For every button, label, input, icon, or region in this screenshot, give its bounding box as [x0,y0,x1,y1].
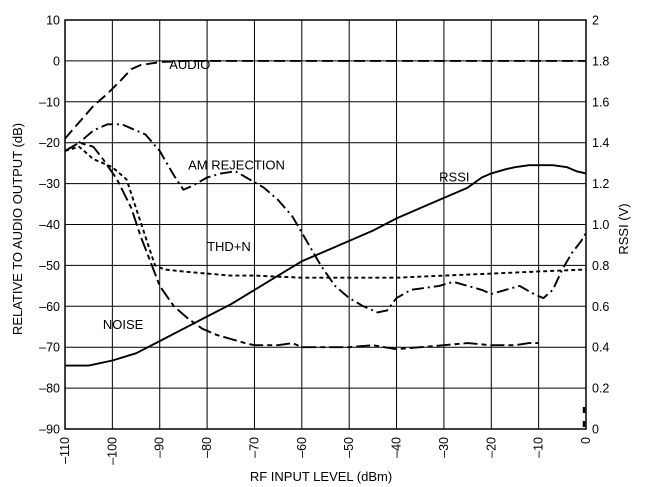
y-tick-label: –10 [39,95,60,109]
series-line-rssi [65,164,587,367]
y2-axis-ticks: 2 1.8 1.6 1.4 1.2 1.0 0.8 0.6 0.4 0.2 0 [592,14,609,437]
y2-tick-label: 1.6 [592,95,609,109]
y2-tick-label: 1.0 [592,218,609,232]
y2-tick-label: 0.6 [592,300,609,314]
x-axis-ticks: –110 –100 –90 –80 –70 –60 –50 –40 –30 –20 –10 0 [58,437,593,465]
series-line-noise [64,141,539,351]
y-tick-label: –40 [39,218,60,232]
y-tick-label: –80 [39,382,60,396]
y-tick-label: –30 [39,177,60,191]
y-tick-label: –60 [39,300,60,314]
x-tick-label: –50 [342,437,356,458]
series-lines [64,59,587,427]
y2-tick-label: 0.8 [592,259,609,273]
y2-axis-label: RSSI (V) [616,203,631,254]
y-tick-label: –90 [39,423,60,437]
series-label-am-rejection: AM REJECTION [188,157,285,172]
x-tick-label: –10 [532,437,546,458]
series-label-rssi: RSSI [439,170,469,185]
y-tick-label: –70 [39,341,60,355]
x-tick-label: –110 [58,437,72,464]
x-tick-label: –70 [247,437,261,458]
y2-tick-label: 0.4 [592,341,609,355]
y2-tick-label: 2 [592,14,599,28]
x-tick-label: –40 [390,437,404,458]
x-tick-label: –20 [484,437,498,458]
x-tick-label: –80 [200,437,214,458]
series-label-audio: AUDIO [169,57,210,72]
plot-frame [64,19,587,430]
x-tick-label: –90 [153,437,167,458]
y-tick-label: 10 [46,14,60,28]
x-axis-label: RF INPUT LEVEL (dBm) [250,469,392,484]
y2-tick-label: 0.2 [592,382,609,396]
y2-tick-label: 1.8 [592,54,609,68]
plot-border [64,19,587,430]
series-label-thd-n: THD+N [207,239,251,254]
x-tick-label: –100 [105,437,119,465]
series-line-am-rejection [64,123,587,314]
y2-tick-label: 1.2 [592,177,609,191]
x-tick-label: 0 [579,437,593,444]
y2-tick-label: 1.4 [592,136,609,150]
y-tick-label: –20 [39,136,60,150]
series-line-audio [64,59,586,140]
series-label-noise: NOISE [103,317,144,332]
x-tick-label: –60 [295,437,309,458]
y-tick-label: –50 [39,259,60,273]
x-tick-label: –30 [437,437,451,458]
series-line-thd-n [64,145,587,279]
grid [64,19,587,430]
y-axis-label: RELATIVE TO AUDIO OUTPUT (dB) [10,123,25,335]
series-labels: AUDIO AM REJECTION RSSI THD+N NOISE [103,57,470,332]
y-axis-ticks: 10 0 –10 –20 –30 –40 –50 –60 –70 –80 –90 [39,14,60,437]
y-tick-label: 0 [53,54,60,68]
y2-tick-label: 0 [592,423,599,437]
